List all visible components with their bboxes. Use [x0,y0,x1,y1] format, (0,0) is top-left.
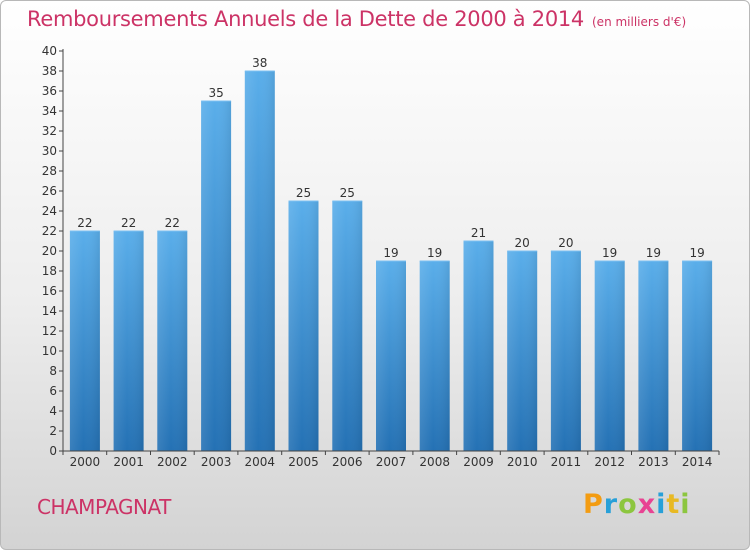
bar-shine [244,71,275,451]
data-label: 20 [515,236,530,250]
brand-logo-letter: r [603,489,619,520]
axes-group: 2220002220012220023520033820042520052520… [42,44,720,469]
y-tick-label: 32 [42,124,57,138]
data-label: 25 [296,186,311,200]
brand-logo-letter: t [666,489,681,520]
x-tick-label: 2005 [288,455,319,469]
x-tick-label: 2008 [419,455,450,469]
chart-title: Remboursements Annuels de la Dette de 20… [27,7,686,31]
bar-shine [157,231,188,451]
data-label: 19 [646,246,661,260]
x-tick-label: 2002 [157,455,188,469]
y-tick-label: 20 [42,244,57,258]
x-tick-label: 2009 [463,455,494,469]
y-tick-label: 4 [49,404,57,418]
x-tick-label: 2014 [682,455,713,469]
bar-shine [69,231,100,451]
y-tick-label: 18 [42,264,57,278]
y-tick-label: 34 [42,104,57,118]
brand-logo-letter: o [618,489,638,520]
x-tick-label: 2004 [245,455,276,469]
bar-shine [419,261,450,451]
y-tick-label: 8 [49,364,57,378]
chart-title-text: Remboursements Annuels de la Dette de 20… [27,7,584,31]
x-tick-label: 2011 [551,455,582,469]
data-label: 19 [427,246,442,260]
chart-subtitle: (en milliers d'€) [592,15,687,29]
x-tick-label: 2001 [113,455,144,469]
y-tick-label: 30 [42,144,57,158]
brand-logo-letter: P [583,489,604,520]
data-label: 22 [165,216,180,230]
data-label: 35 [208,86,223,100]
data-label: 19 [602,246,617,260]
x-tick-label: 2003 [201,455,232,469]
data-label: 22 [121,216,136,230]
y-tick-label: 10 [42,344,57,358]
brand-logo-letter: x [637,489,657,520]
data-label: 21 [471,226,486,240]
x-tick-label: 2007 [376,455,407,469]
x-tick-label: 2010 [507,455,538,469]
commune-name: CHAMPAGNAT [37,495,171,519]
data-label: 25 [340,186,355,200]
brand-logo-letter: i [656,489,667,520]
bar-shine [332,201,363,451]
y-tick-label: 0 [49,444,57,458]
bars-group [69,70,713,451]
y-tick-label: 14 [42,304,57,318]
y-tick-label: 6 [49,384,57,398]
y-tick-label: 16 [42,284,57,298]
bar-shine [288,201,319,451]
y-tick-label: 28 [42,164,57,178]
bar-shine [113,231,144,451]
x-tick-label: 2012 [594,455,625,469]
bar-shine [550,251,581,451]
y-tick-label: 22 [42,224,57,238]
y-tick-label: 36 [42,84,57,98]
data-label: 19 [383,246,398,260]
bar-shine [201,101,232,451]
bar-shine [507,251,538,451]
bar-shine [594,261,625,451]
bar-shine [638,261,669,451]
data-label: 20 [558,236,573,250]
data-label: 19 [689,246,704,260]
bar-shine [376,261,406,451]
y-tick-label: 40 [42,44,57,58]
y-tick-label: 12 [42,324,57,338]
brand-logo[interactable]: Proxiti [583,489,691,520]
data-label: 38 [252,56,267,70]
y-tick-label: 24 [42,204,57,218]
x-tick-label: 2013 [638,455,669,469]
x-tick-label: 2006 [332,455,363,469]
brand-logo-letter: i [680,489,691,520]
x-tick-label: 2000 [70,455,101,469]
data-label: 22 [77,216,92,230]
y-tick-label: 38 [42,64,57,78]
y-tick-label: 2 [49,424,57,438]
bar-shine [463,241,494,451]
y-tick-label: 26 [42,184,57,198]
bar-shine [682,261,713,451]
